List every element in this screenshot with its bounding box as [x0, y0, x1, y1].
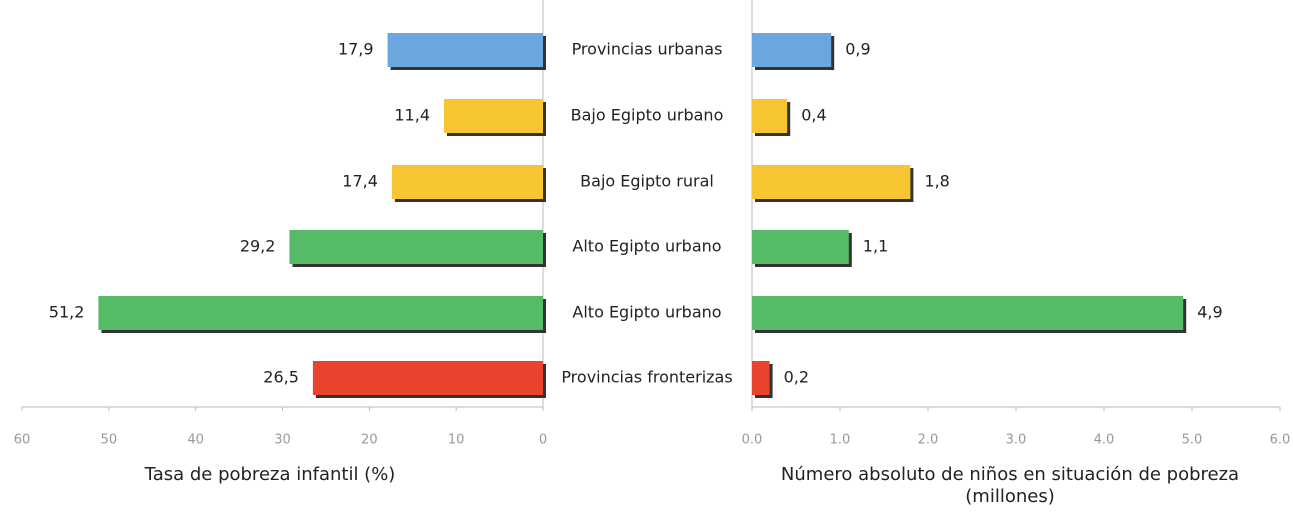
bar [752, 296, 1184, 330]
category-label: Alto Egipto urbano [572, 237, 721, 256]
category-label: Alto Egipto urbano [572, 303, 721, 322]
bar [752, 230, 849, 264]
value-label: 1,8 [924, 172, 949, 191]
x-tick-label: 40 [187, 433, 204, 448]
bar [444, 99, 543, 133]
x-tick-label: 2.0 [918, 433, 939, 448]
value-label: 0,9 [845, 40, 870, 59]
category-label: Provincias fronterizas [561, 368, 732, 387]
x-tick-label: 10 [448, 433, 465, 448]
bar [312, 361, 543, 395]
bar [391, 165, 543, 199]
value-label: 4,9 [1197, 303, 1222, 322]
x-tick-label: 50 [101, 433, 118, 448]
x-tick-label: 30 [274, 433, 291, 448]
value-label: 0,2 [784, 368, 809, 387]
bar [387, 33, 543, 67]
bar [752, 33, 832, 67]
x-axis-title: Tasa de pobreza infantil (%) [144, 464, 396, 485]
value-label: 17,4 [342, 172, 378, 191]
x-tick-label: 60 [14, 433, 31, 448]
x-tick-label: 0 [539, 433, 547, 448]
bar [752, 165, 911, 199]
value-label: 29,2 [240, 237, 276, 256]
category-label: Bajo Egipto urbano [571, 106, 724, 125]
x-tick-label: 4.0 [1094, 433, 1115, 448]
value-label: 11,4 [394, 106, 430, 125]
x-tick-label: 5.0 [1182, 433, 1203, 448]
value-label: 0,4 [801, 106, 826, 125]
category-label: Bajo Egipto rural [580, 172, 714, 191]
bar [752, 361, 770, 395]
value-label: 1,1 [863, 237, 888, 256]
value-label: 26,5 [263, 368, 299, 387]
value-label: 17,9 [338, 40, 374, 59]
x-tick-label: 20 [361, 433, 378, 448]
value-label: 51,2 [49, 303, 85, 322]
bar [752, 99, 788, 133]
x-axis-title: Número absoluto de niños en situación de… [780, 464, 1240, 507]
x-tick-label: 0.0 [742, 433, 763, 448]
x-tick-label: 6.0 [1270, 433, 1291, 448]
bar [289, 230, 543, 264]
bar [98, 296, 543, 330]
x-tick-label: 1.0 [830, 433, 851, 448]
x-tick-label: 3.0 [1006, 433, 1027, 448]
category-label: Provincias urbanas [572, 40, 723, 59]
